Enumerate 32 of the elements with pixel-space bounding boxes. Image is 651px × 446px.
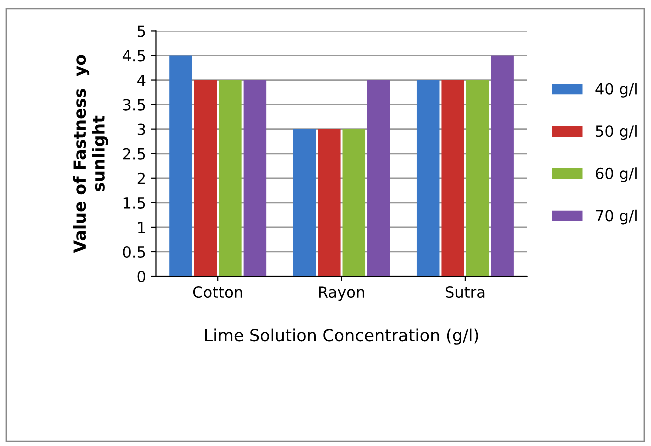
y-tick-label: 3 [138,124,146,136]
y-tick-label: 2 [138,172,145,184]
y-axis-title: Value of Fastness yo sunlight [73,55,108,254]
bar [244,80,267,277]
y-tick-label: 5 [138,26,146,38]
bar [466,80,490,277]
y-tick-label: 2.5 [123,148,146,160]
legend-label: 50 g/l [596,125,637,140]
y-tick-label: 0 [138,270,146,283]
bar [368,80,390,277]
bar [293,129,316,277]
bar [416,80,440,277]
x-tick-label: Rayon [319,286,364,302]
bar [491,56,514,277]
y-tick-label: 1.5 [124,198,146,209]
bar [170,56,192,277]
legend-label: 40 g/l [596,83,637,98]
bar [219,80,242,277]
y-tick-label: 4 [138,74,146,86]
legend-label: 70 g/l [596,210,637,225]
y-tick-label: 3.5 [123,99,146,111]
bar [318,129,341,277]
y-tick-label: 0.5 [123,246,146,258]
bar [194,80,218,277]
bar [342,129,366,277]
legend-label: 60 g/l [596,168,637,182]
x-tick-label: Sutra [446,286,485,298]
y-tick-label: 4.5 [122,50,146,62]
y-tick-label: 1 [138,222,146,234]
x-axis-title: Lime Solution Concentration (g/l) [205,328,478,345]
x-tick-label: Cotton [193,286,242,298]
bar [442,80,464,277]
